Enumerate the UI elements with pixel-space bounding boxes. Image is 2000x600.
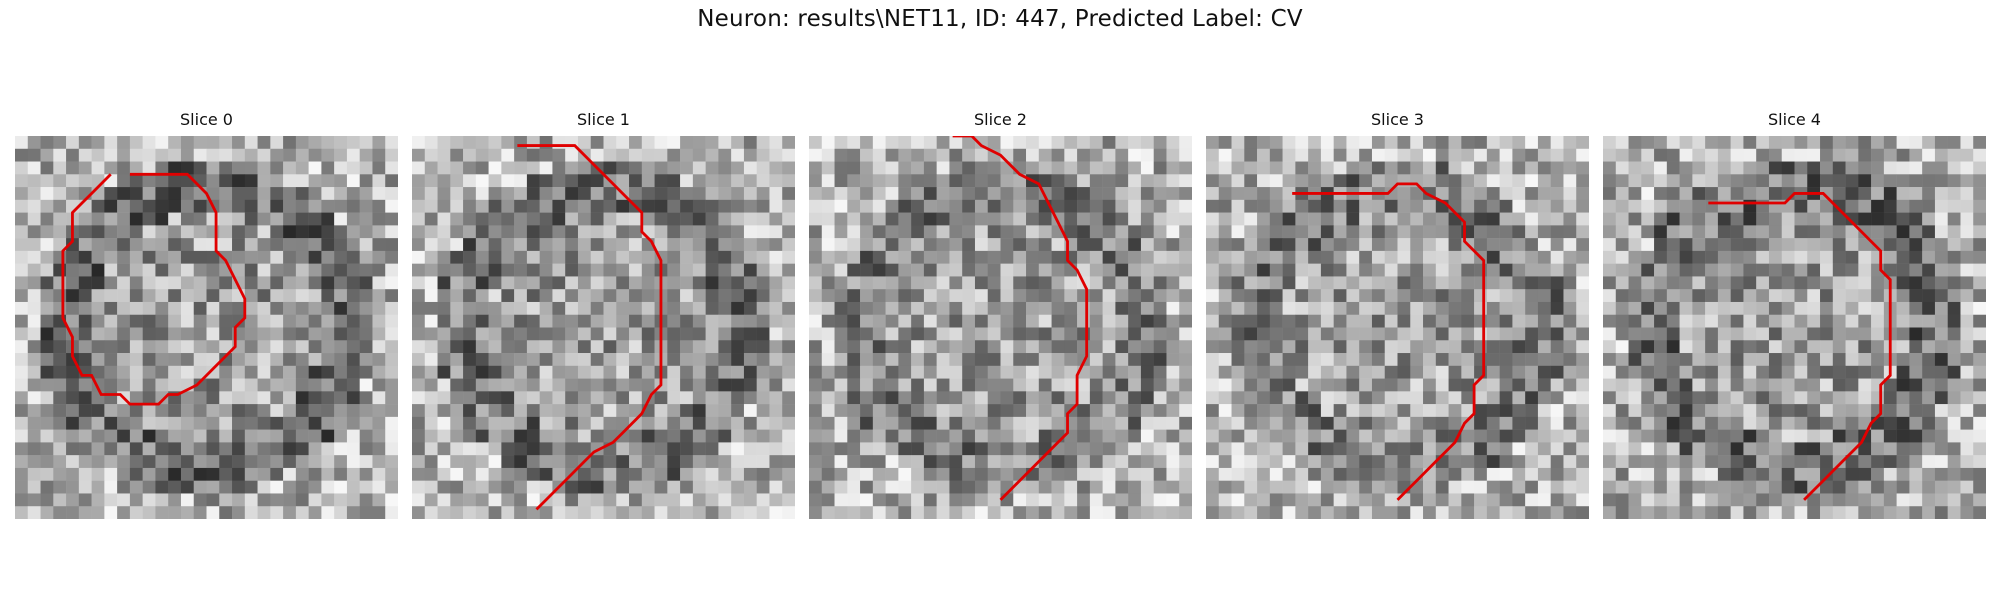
slice-panel-3: Slice 3 (1206, 108, 1589, 519)
slice-image-4 (1603, 136, 1986, 519)
slice-panel-4: Slice 4 (1603, 108, 1986, 519)
slice-panel-2: Slice 2 (809, 108, 1192, 519)
slice-image-1 (412, 136, 795, 519)
slice-title-4: Slice 4 (1768, 110, 1821, 129)
slice-image-2 (809, 136, 1192, 519)
slice-title-2: Slice 2 (974, 110, 1027, 129)
slice-panel-0: Slice 0 (15, 108, 398, 519)
pixel-grid (412, 136, 795, 519)
pixel-grid (809, 136, 1192, 519)
figure-title: Neuron: results\NET11, ID: 447, Predicte… (697, 6, 1303, 32)
slice-panel-1: Slice 1 (412, 108, 795, 519)
cell-outline-0 (61, 172, 247, 406)
pixel-grid (1603, 136, 1986, 519)
slice-image-0 (15, 136, 398, 519)
pixel-grid (15, 136, 398, 519)
slice-image-3 (1206, 136, 1589, 519)
pixel-grid (1206, 136, 1589, 519)
cell-outline-2 (952, 136, 1089, 501)
slice-title-0: Slice 0 (180, 110, 233, 129)
slice-title-1: Slice 1 (577, 110, 630, 129)
cell-outline-4 (1708, 192, 1892, 501)
cell-outline-1 (517, 144, 663, 511)
slice-title-3: Slice 3 (1371, 110, 1424, 129)
cell-outline-3 (1292, 182, 1486, 501)
